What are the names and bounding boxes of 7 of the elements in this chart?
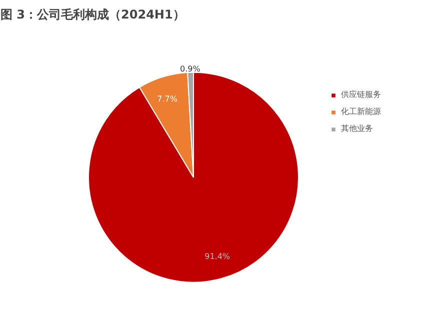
data-label: 7.7% bbox=[157, 94, 178, 104]
data-label: 91.4% bbox=[204, 252, 230, 261]
legend-label: 化工新能源 bbox=[341, 106, 381, 117]
legend-label: 其他业务 bbox=[341, 123, 373, 134]
legend-label: 供应链服务 bbox=[341, 89, 381, 100]
chart-title: 图 3：公司毛利构成（2024H1） bbox=[0, 8, 185, 22]
data-label: 0.9% bbox=[180, 64, 201, 74]
